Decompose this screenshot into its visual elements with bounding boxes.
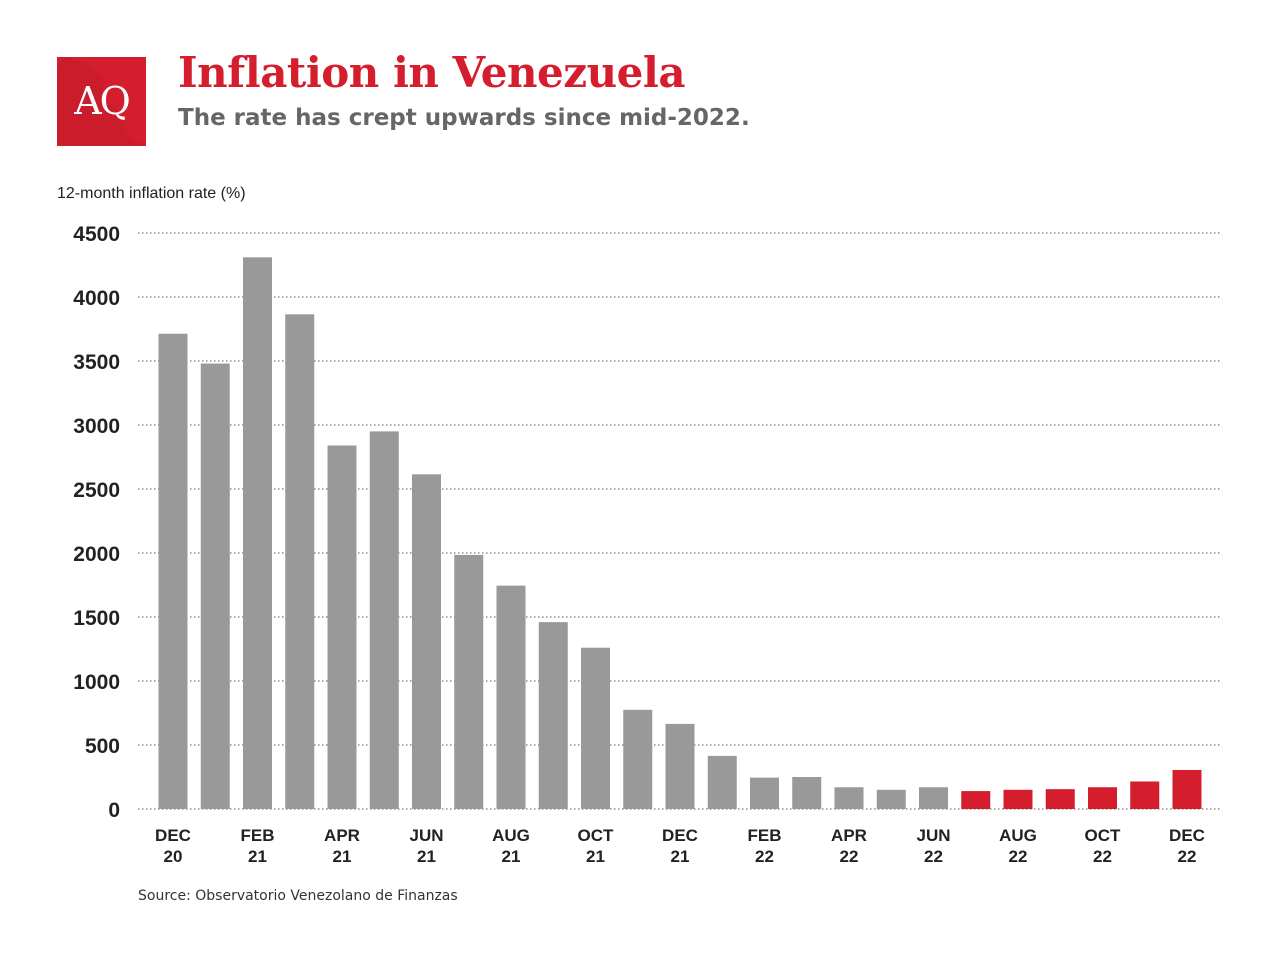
bar [285,314,315,809]
x-tick-label: DEC [155,826,191,845]
x-tick-label: DEC [1169,826,1205,845]
x-tick-label: FEB [748,826,782,845]
bar [876,789,906,809]
chart-title: Inflation in Venezuela [178,48,686,97]
bar [961,791,991,809]
y-axis-ticks: 0 500 1000 1500 2000 2500 3000 3500 4000 4500 [73,223,120,822]
bar [243,257,272,809]
bar [412,474,441,809]
x-tick-label: 22 [1009,847,1028,866]
y-tick-label: 2000 [73,543,120,566]
x-tick-label: 20 [164,847,183,866]
y-tick-label: 3000 [73,415,120,438]
bar [158,333,188,809]
x-tick-label: APR [324,826,360,845]
x-tick-label: 22 [755,847,774,866]
bar [1130,781,1160,809]
aq-logo: AQ [57,57,146,146]
bar-chart: 12-month inflation rate (%) 0 500 1000 1500… [57,185,1222,866]
bar [1045,789,1075,809]
x-tick-label: AUG [999,826,1037,845]
x-tick-label: 22 [1178,847,1197,866]
x-tick-label: 22 [840,847,859,866]
y-tick-label: 500 [85,735,120,758]
x-tick-label: 22 [924,847,943,866]
x-tick-label: 21 [248,847,267,866]
map-watermark-icon [57,57,146,146]
x-tick-label: 22 [1093,847,1112,866]
bar [200,363,230,809]
y-tick-label: 2500 [73,479,120,502]
bar [1172,769,1202,809]
logo-text: AQ [74,79,131,123]
x-tick-label: JUN [916,826,950,845]
y-tick-label: 0 [108,799,120,822]
x-tick-label: AUG [492,826,530,845]
bar [750,777,779,809]
x-tick-label: 21 [502,847,521,866]
x-tick-label: 21 [417,847,436,866]
chart-subtitle: The rate has crept upwards since mid-202… [178,105,750,131]
bar [454,554,484,809]
x-tick-label: 21 [671,847,690,866]
y-tick-label: 3500 [73,351,120,374]
x-tick-label: 21 [333,847,352,866]
x-axis-ticks: DEC 20 FEB 21 APR 21 JUN 21 AUG 21 OCT 21 DEC 21 FEB 22… [155,826,1205,866]
x-tick-label: OCT [1085,826,1122,845]
bar [327,445,357,809]
bar [369,431,399,809]
bar [496,585,526,809]
x-tick-label: DEC [662,826,698,845]
bars [158,257,1202,809]
bar [834,787,864,809]
bar [1088,787,1117,809]
bar [792,777,822,809]
bar [919,787,948,809]
gridlines [138,232,1222,810]
bar [623,709,653,809]
bar [581,647,610,809]
y-tick-label: 1500 [73,607,120,630]
y-tick-label: 4000 [73,287,120,310]
y-axis-label: 12-month inflation rate (%) [57,185,246,202]
x-tick-label: 21 [586,847,605,866]
x-tick-label: FEB [241,826,275,845]
bar [1003,789,1033,809]
y-tick-label: 1000 [73,671,120,694]
bar [665,723,695,809]
x-tick-label: APR [831,826,867,845]
x-tick-label: OCT [578,826,615,845]
source-note: Source: Observatorio Venezolano de Finan… [138,888,458,904]
x-tick-label: JUN [409,826,443,845]
bar [707,755,737,809]
bar [538,622,568,809]
y-tick-label: 4500 [73,223,120,246]
